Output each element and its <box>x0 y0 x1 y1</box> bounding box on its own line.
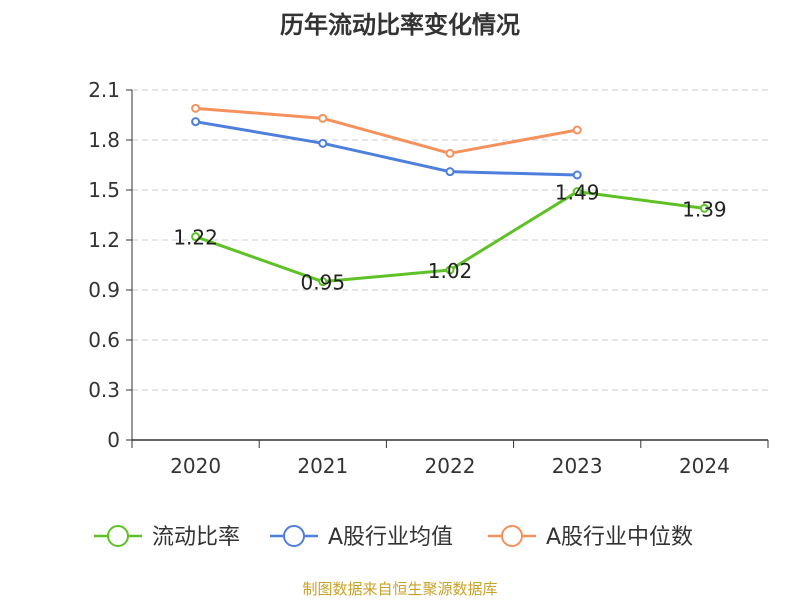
y-tick-label: 1.8 <box>88 128 120 152</box>
legend-item[interactable]: A股行业中位数 <box>488 525 693 550</box>
data-label: 1.49 <box>555 181 600 205</box>
legend-marker <box>283 525 305 547</box>
data-point[interactable] <box>191 232 201 242</box>
x-tick-label: 2020 <box>170 454 221 478</box>
data-point[interactable] <box>191 117 201 127</box>
series-layer: 1.22 0.95 1.02 1.49 1.39 <box>173 103 727 295</box>
chart-title: 历年流动比率变化情况 <box>280 11 520 39</box>
legend-marker <box>107 525 129 547</box>
data-point[interactable] <box>318 113 328 123</box>
legend[interactable]: 流动比率 A股行业均值 A股行业中位数 <box>94 525 693 550</box>
x-tick-label: 2023 <box>552 454 603 478</box>
legend-item[interactable]: 流动比率 <box>94 525 240 550</box>
series-1 <box>191 117 582 180</box>
data-point[interactable] <box>699 203 709 213</box>
y-tick-label: 1.2 <box>88 228 120 252</box>
data-label: 1.22 <box>173 226 218 250</box>
data-point[interactable] <box>318 277 328 287</box>
legend-label: A股行业均值 <box>328 525 453 550</box>
data-point[interactable] <box>445 167 455 177</box>
data-label: 1.39 <box>682 197 727 221</box>
source-note: 制图数据来自恒生聚源数据库 <box>302 580 498 598</box>
y-tick-label: 2.1 <box>88 78 120 102</box>
legend-label: A股行业中位数 <box>546 525 693 550</box>
x-tick-label: 2024 <box>679 454 730 478</box>
series-line <box>195 106 578 155</box>
data-point[interactable] <box>572 125 582 135</box>
data-point[interactable] <box>445 148 455 158</box>
legend-item[interactable]: A股行业均值 <box>270 525 453 550</box>
y-tick-label: 0.6 <box>88 328 120 352</box>
data-point[interactable] <box>191 103 201 113</box>
data-point[interactable] <box>572 187 582 197</box>
data-point[interactable] <box>572 170 582 180</box>
data-label: 1.02 <box>428 259 473 283</box>
y-tick-label: 0.3 <box>88 378 120 402</box>
data-point[interactable] <box>445 265 455 275</box>
series-0: 1.22 0.95 1.02 1.49 1.39 <box>173 181 726 295</box>
legend-label: 流动比率 <box>152 525 240 550</box>
legend-marker <box>501 525 523 547</box>
x-tick-label: 2022 <box>425 454 476 478</box>
data-point[interactable] <box>318 138 328 148</box>
x-tick-label: 2021 <box>297 454 348 478</box>
y-tick-label: 0.9 <box>88 278 120 302</box>
y-tick-label: 1.5 <box>88 178 120 202</box>
series-line <box>195 120 578 177</box>
series-2 <box>191 103 582 158</box>
grid-lines <box>132 89 768 391</box>
y-tick-label: 0 <box>107 428 120 452</box>
data-label: 0.95 <box>301 271 346 295</box>
axes: 0 0.3 0.6 0.9 1.2 1.5 1.8 2.1 2020 2021 2022 2023 20… <box>88 78 769 478</box>
